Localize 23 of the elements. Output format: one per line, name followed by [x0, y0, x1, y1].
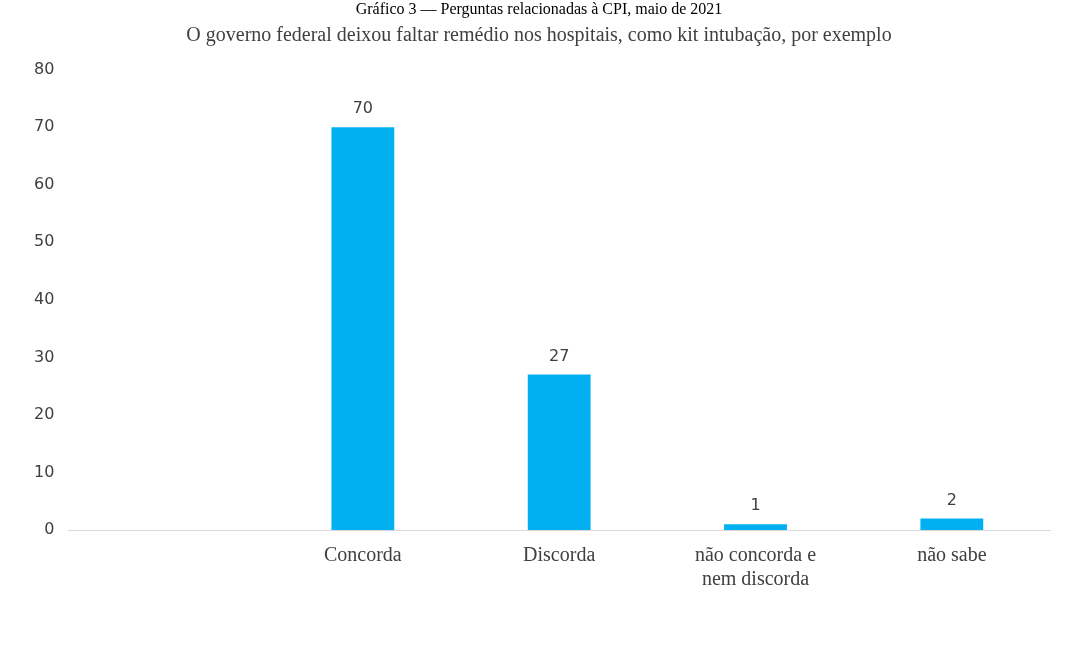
- y-tick-label: 40: [34, 288, 55, 308]
- y-tick-label: 60: [34, 173, 55, 193]
- data-label: 27: [549, 345, 570, 365]
- x-tick-label: Discorda: [523, 543, 596, 566]
- text: Gráfico 3 — Perguntas relacionadas à CPI, maio de 2021: [354, 0, 724, 18]
- data-label: 70: [352, 98, 374, 118]
- y-tick-label: 10: [34, 461, 55, 481]
- bar: [527, 374, 591, 530]
- x-tick-label: não sabe: [917, 543, 987, 566]
- bar: [724, 524, 787, 530]
- y-tick-label: 0: [44, 519, 55, 539]
- x-tick-label: Concorda: [323, 543, 402, 566]
- chart-title: O governo federal deixou faltar remédio nos hospitais, como kit intubação, por exemplo: [185, 22, 893, 46]
- data-label: 2: [946, 489, 957, 509]
- bar: [331, 127, 395, 530]
- y-tick-label: 30: [34, 346, 55, 366]
- y-tick-label: 50: [34, 231, 55, 251]
- data-label: 1: [750, 495, 761, 515]
- x-tick-label: não concorda e nem discorda: [694, 543, 817, 590]
- y-tick-label: 20: [34, 404, 55, 424]
- y-tick-label: 70: [34, 116, 55, 136]
- y-tick-label: 80: [34, 58, 55, 78]
- bar: [920, 518, 984, 530]
